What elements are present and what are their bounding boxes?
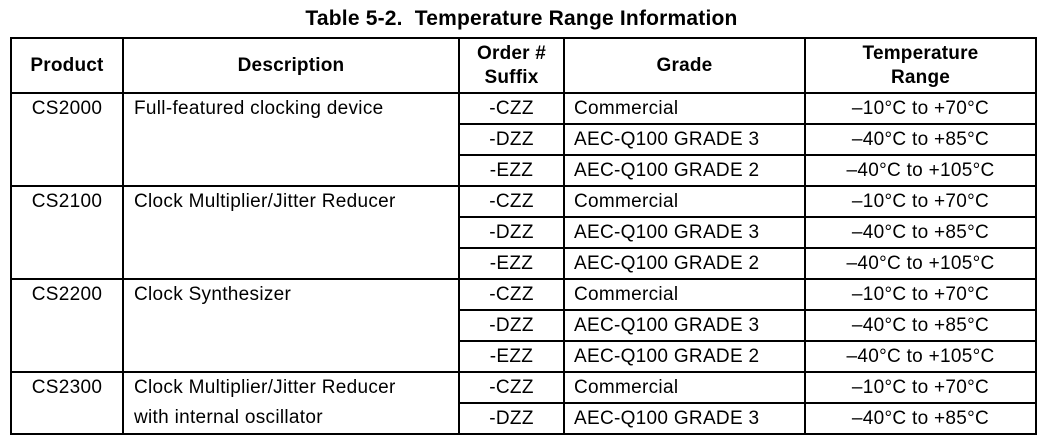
temperature-range-table: Product Description Order # Suffix Grade…: [10, 37, 1037, 435]
table-row: -DZZ AEC-Q100 GRADE 3 –40°C to +85°C: [11, 402, 1037, 435]
grade-cell: Commercial: [563, 185, 806, 218]
grade-cell: AEC-Q100 GRADE 3: [563, 309, 806, 342]
table-row: CS2000 Full-featured clocking device -CZ…: [10, 92, 1037, 187]
order-suffix-cell: -CZZ: [458, 185, 565, 218]
table-row: -EZZ AEC-Q100 GRADE 2 –40°C to +105°C: [11, 247, 1037, 280]
table-row: -EZZ AEC-Q100 GRADE 2 –40°C to +105°C: [11, 154, 1037, 187]
order-suffix-cell: -DZZ: [458, 309, 565, 342]
col-header-grade: Grade: [563, 37, 806, 94]
order-suffix-cell: -EZZ: [458, 154, 565, 187]
temperature-range-cell: –40°C to +105°C: [804, 154, 1037, 187]
grade-cell: AEC-Q100 GRADE 2: [563, 154, 806, 187]
temperature-range-cell: –40°C to +85°C: [804, 123, 1037, 156]
grade-cell: AEC-Q100 GRADE 3: [563, 402, 806, 435]
description-cell: Clock Multiplier/Jitter Reducer: [122, 185, 460, 280]
product-cell: CS2300: [10, 371, 124, 435]
temperature-range-cell: –40°C to +85°C: [804, 402, 1037, 435]
product-cell: CS2000: [10, 92, 124, 187]
table-row: -EZZ AEC-Q100 GRADE 2 –40°C to +105°C: [11, 340, 1037, 373]
order-suffix-cell: -DZZ: [458, 123, 565, 156]
order-suffix-cell: -EZZ: [458, 247, 565, 280]
table-row: CS2200 Clock Synthesizer -CZZ Commercial…: [10, 278, 1037, 373]
description-cell: Full-featured clocking device: [122, 92, 460, 187]
table-row: CS2100 Clock Multiplier/Jitter Reducer -…: [10, 185, 1037, 280]
col-header-description: Description: [122, 37, 460, 94]
product-cell: CS2200: [10, 278, 124, 373]
grade-cell: AEC-Q100 GRADE 3: [563, 123, 806, 156]
order-suffix-cell: -EZZ: [458, 340, 565, 373]
table-row: -DZZ AEC-Q100 GRADE 3 –40°C to +85°C: [11, 216, 1037, 249]
table-title: Table 5-2. Temperature Range Information: [305, 7, 738, 30]
order-suffix-cell: -DZZ: [458, 402, 565, 435]
grade-cell: AEC-Q100 GRADE 2: [563, 340, 806, 373]
order-suffix-cell: -CZZ: [458, 371, 565, 404]
table-row: -DZZ AEC-Q100 GRADE 3 –40°C to +85°C: [11, 123, 1037, 156]
col-header-temperature-range: Temperature Range: [804, 37, 1037, 94]
grade-cell: Commercial: [563, 371, 806, 404]
description-cell: Clock Synthesizer: [122, 278, 460, 373]
grade-cell: AEC-Q100 GRADE 3: [563, 216, 806, 249]
temperature-range-cell: –10°C to +70°C: [804, 278, 1037, 311]
grade-cell: Commercial: [563, 92, 806, 125]
product-cell: CS2100: [10, 185, 124, 280]
temperature-range-cell: –40°C to +85°C: [804, 309, 1037, 342]
order-suffix-cell: -DZZ: [458, 216, 565, 249]
grade-cell: AEC-Q100 GRADE 2: [563, 247, 806, 280]
temperature-range-cell: –40°C to +105°C: [804, 340, 1037, 373]
temperature-range-cell: –10°C to +70°C: [804, 92, 1037, 125]
temperature-range-cell: –10°C to +70°C: [804, 371, 1037, 404]
table-row: -DZZ AEC-Q100 GRADE 3 –40°C to +85°C: [11, 309, 1037, 342]
temperature-range-cell: –10°C to +70°C: [804, 185, 1037, 218]
header-row: Product Description Order # Suffix Grade…: [10, 37, 1037, 94]
order-suffix-cell: -CZZ: [458, 278, 565, 311]
table-row: CS2300 Clock Multiplier/Jitter Reducer w…: [10, 371, 1037, 435]
order-suffix-cell: -CZZ: [458, 92, 565, 125]
temperature-range-cell: –40°C to +85°C: [804, 216, 1037, 249]
col-header-order-suffix: Order # Suffix: [458, 37, 565, 94]
temperature-range-cell: –40°C to +105°C: [804, 247, 1037, 280]
grade-cell: Commercial: [563, 278, 806, 311]
description-cell: Clock Multiplier/Jitter Reducer with int…: [122, 371, 460, 435]
col-header-product: Product: [10, 37, 124, 94]
